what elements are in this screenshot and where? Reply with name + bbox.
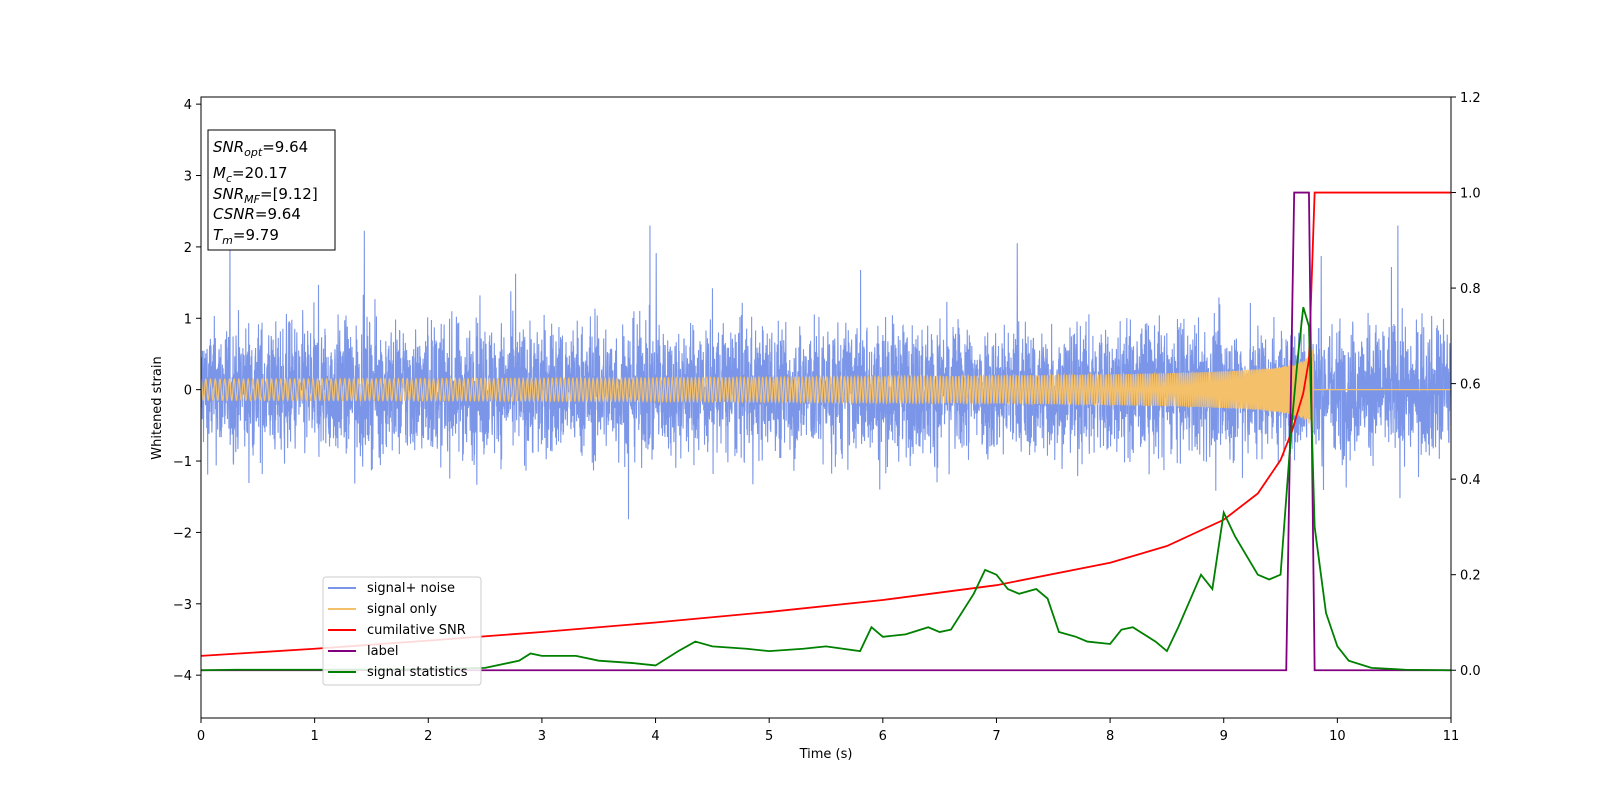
legend-label-cumulative-snr: cumilative SNR — [367, 623, 466, 638]
y-right-tick-label: 1.2 — [1460, 91, 1481, 106]
y-left-tick-label: 2 — [184, 241, 192, 256]
y-right-tick-label: 0.2 — [1460, 569, 1481, 584]
x-tick-label: 0 — [197, 729, 205, 744]
x-tick-label: 5 — [765, 729, 773, 744]
x-tick-label: 9 — [1220, 729, 1228, 744]
info-snr-mf: SNRMF=[9.12] — [213, 185, 318, 206]
y-right-tick-label: 0.4 — [1460, 473, 1481, 488]
y-axis-right: 0.0 0.2 0.4 0.6 0.8 1.0 1.2 — [1451, 91, 1481, 679]
y-left-tick-label: −3 — [173, 598, 192, 613]
y-left-tick-label: −4 — [173, 669, 192, 684]
y-left-tick-label: 1 — [184, 312, 192, 327]
y-right-tick-label: 0.0 — [1460, 664, 1481, 679]
y-right-tick-label: 1.0 — [1460, 187, 1481, 202]
series-signal-statistics — [201, 306, 1451, 672]
info-box: SNRopt=9.64 Mc=20.17 SNRMF=[9.12] CSNR=9… — [207, 129, 336, 251]
x-tick-label: 7 — [992, 729, 1000, 744]
y-left-tick-label: −2 — [173, 526, 192, 541]
series-signal-only — [201, 349, 1451, 432]
legend-label-signal-only: signal only — [367, 602, 437, 617]
plot-area — [201, 191, 1451, 672]
x-tick-label: 1 — [310, 729, 318, 744]
legend-label-signal-statistics: signal statistics — [367, 665, 468, 680]
x-tick-label: 6 — [879, 729, 887, 744]
legend: signal+ noise signal only cumilative SNR… — [322, 576, 482, 686]
x-tick-label: 4 — [651, 729, 659, 744]
y-left-tick-label: 4 — [184, 98, 192, 113]
legend-label-signal-noise: signal+ noise — [367, 581, 455, 596]
series-label — [201, 191, 1451, 672]
y-right-tick-label: 0.8 — [1460, 282, 1481, 297]
x-tick-label: 8 — [1106, 729, 1114, 744]
y-right-tick-label: 0.6 — [1460, 378, 1481, 393]
plot-frame — [200, 96, 1452, 719]
info-tm: Tm=9.79 — [213, 226, 279, 247]
x-tick-label: 2 — [424, 729, 432, 744]
y-left-tick-label: 0 — [184, 384, 192, 399]
x-tick-label: 3 — [538, 729, 546, 744]
series-cumilative-snr — [201, 191, 1451, 657]
y-left-tick-label: 3 — [184, 170, 192, 185]
info-mc: Mc=20.17 — [213, 164, 288, 185]
x-axis-label: Time (s) — [799, 747, 853, 762]
x-tick-label: 10 — [1329, 729, 1346, 744]
x-tick-label: 11 — [1443, 729, 1460, 744]
x-axis: 0 1 2 3 4 5 6 7 8 9 10 11 — [197, 718, 1459, 744]
y-axis-left: −4 −3 −2 −1 0 1 2 3 4 — [173, 98, 201, 684]
info-box-frame — [207, 129, 336, 251]
legend-frame — [322, 576, 482, 686]
info-csnr: CSNR=9.64 — [213, 205, 301, 223]
y-left-tick-label: −1 — [173, 455, 192, 470]
info-snr-opt: SNRopt=9.64 — [213, 138, 308, 159]
y-axis-label: Whitened strain — [150, 356, 165, 459]
legend-label-label: label — [367, 644, 398, 659]
